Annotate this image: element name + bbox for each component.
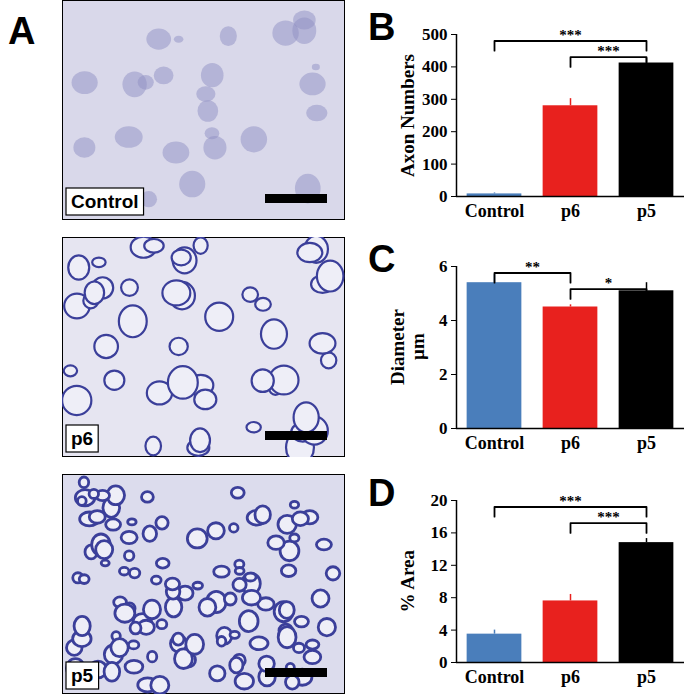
svg-text:8: 8 — [439, 588, 448, 607]
svg-text:100: 100 — [422, 155, 448, 174]
svg-text:p6: p6 — [561, 667, 580, 687]
html-text:Diameter: Diameter — [387, 309, 409, 385]
svg-text:400: 400 — [422, 57, 448, 76]
html-text:D: D — [368, 472, 396, 514]
html-text:Axon Numbers: Axon Numbers — [397, 53, 418, 177]
svg-text:*: * — [605, 275, 613, 291]
html-text:C: C — [368, 238, 396, 280]
svg-text:***: *** — [559, 493, 582, 509]
svg-text:p6: p6 — [561, 201, 580, 221]
html-text:A: A — [8, 10, 36, 52]
svg-text:p5: p5 — [637, 667, 656, 687]
svg-text:2: 2 — [439, 365, 448, 384]
svg-text:p5: p5 — [637, 433, 656, 453]
svg-text:**: ** — [525, 259, 540, 275]
svg-text:p6: p6 — [561, 433, 580, 453]
svg-text:p6: p6 — [71, 428, 93, 449]
html-text:% Area: % Area — [397, 549, 418, 613]
svg-text:4: 4 — [439, 311, 448, 330]
svg-text:Control: Control — [465, 667, 525, 687]
svg-text:6: 6 — [439, 257, 448, 276]
svg-text:16: 16 — [431, 523, 448, 542]
svg-text:Control: Control — [71, 191, 139, 212]
svg-text:p5: p5 — [71, 665, 94, 686]
svg-text:***: *** — [597, 509, 620, 525]
svg-text:Control: Control — [465, 433, 525, 453]
svg-text:4: 4 — [439, 621, 448, 640]
svg-text:0: 0 — [439, 419, 448, 438]
svg-text:p5: p5 — [637, 201, 656, 221]
svg-text:0: 0 — [439, 187, 448, 206]
svg-text:200: 200 — [422, 122, 448, 141]
svg-text:20: 20 — [431, 491, 448, 510]
html-text:µm: µm — [407, 333, 428, 361]
svg-text:***: *** — [559, 27, 582, 43]
html-text:B: B — [368, 6, 396, 48]
svg-text:***: *** — [597, 43, 620, 59]
svg-text:Control: Control — [465, 201, 525, 221]
svg-text:300: 300 — [422, 90, 448, 109]
svg-text:500: 500 — [422, 25, 448, 44]
svg-text:12: 12 — [431, 556, 448, 575]
svg-text:0: 0 — [439, 653, 448, 672]
